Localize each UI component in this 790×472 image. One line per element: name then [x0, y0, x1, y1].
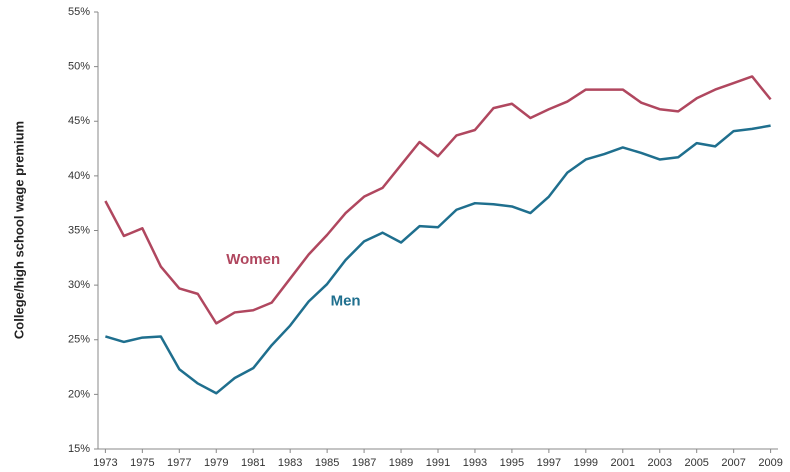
y-tick-label: 30% [68, 279, 90, 291]
y-tick-label: 55% [68, 6, 90, 18]
x-tick-label: 1973 [93, 457, 117, 469]
x-tick-label: 1991 [426, 457, 450, 469]
y-tick-label: 40% [68, 170, 90, 182]
x-tick-label: 1979 [204, 457, 228, 469]
x-tick-label: 1995 [500, 457, 524, 469]
series-line [104, 75, 772, 325]
y-tick-label: 25% [68, 334, 90, 346]
x-tick-label: 1985 [315, 457, 339, 469]
x-tick-label: 1977 [167, 457, 191, 469]
y-tick-label: 20% [68, 388, 90, 400]
x-tick-label: 2005 [684, 457, 708, 469]
x-tick-label: 1983 [278, 457, 302, 469]
x-tick-label: 1997 [537, 457, 561, 469]
x-tick-label: 1993 [463, 457, 487, 469]
series-label: Women [226, 251, 280, 268]
x-tick-label: 2007 [721, 457, 745, 469]
y-tick-label: 35% [68, 224, 90, 236]
x-tick-label: 1989 [389, 457, 413, 469]
y-tick-label: 45% [68, 115, 90, 127]
x-tick-label: 1975 [130, 457, 154, 469]
y-tick-label: 15% [68, 443, 90, 455]
series-line [105, 124, 771, 395]
y-tick-label: 50% [68, 61, 90, 73]
x-tick-label: 1999 [574, 457, 598, 469]
x-tick-label: 2009 [758, 457, 782, 469]
x-tick-label: 1987 [352, 457, 376, 469]
x-tick-label: 2001 [611, 457, 635, 469]
x-tick-label: 1981 [241, 457, 265, 469]
x-tick-label: 2003 [647, 457, 671, 469]
series-label: Men [331, 292, 361, 309]
y-axis-label: College/high school wage premium [11, 121, 26, 339]
